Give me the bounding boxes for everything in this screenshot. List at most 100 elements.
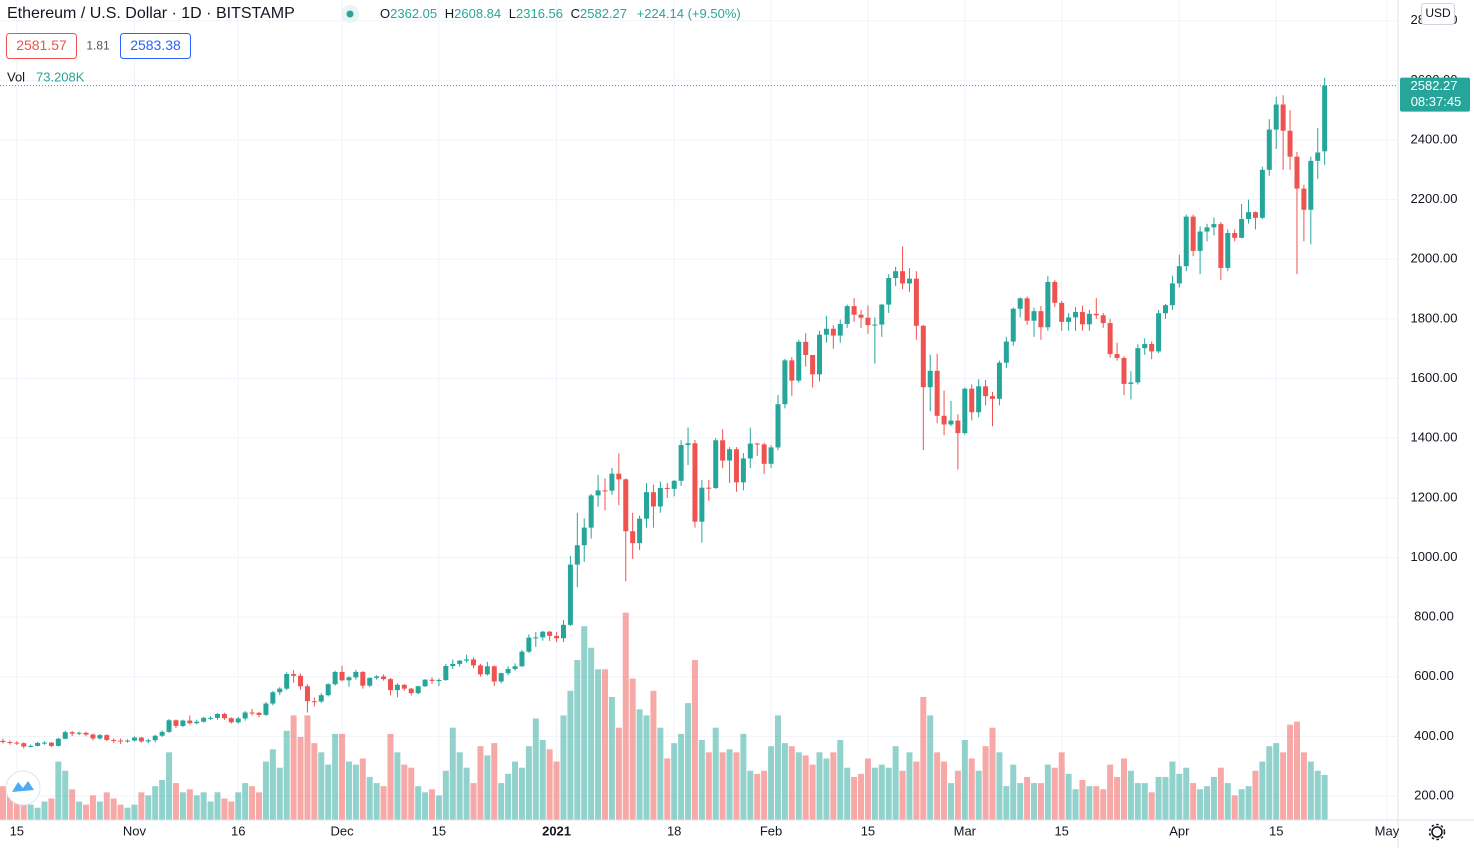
- candle-body: [118, 740, 124, 742]
- candle-body: [1183, 216, 1189, 267]
- bid-price: 2581.57: [16, 37, 67, 53]
- volume-bar: [885, 767, 892, 820]
- candle-body: [97, 735, 103, 739]
- volume-bar: [505, 773, 512, 820]
- candle-body: [14, 742, 20, 744]
- volume-bar: [27, 804, 34, 820]
- volume-bar: [89, 795, 96, 820]
- volume-bar: [899, 770, 906, 820]
- candle-body: [62, 732, 68, 739]
- candle-body: [256, 712, 262, 715]
- volume-bar: [1231, 795, 1238, 820]
- x-tick-label: 2021: [542, 823, 571, 838]
- volume-bar: [394, 752, 401, 820]
- candle-body: [249, 712, 255, 714]
- candle-body: [706, 487, 712, 489]
- candle-body: [76, 732, 82, 734]
- volume-bar: [954, 770, 961, 820]
- candle-body: [1176, 266, 1182, 284]
- settings-icon[interactable]: [1431, 826, 1443, 838]
- volume-bar: [62, 770, 69, 820]
- volume-bar: [788, 746, 795, 820]
- candle-body: [1024, 298, 1030, 321]
- candle-body: [21, 743, 27, 747]
- volume-bar: [172, 783, 179, 820]
- ohlc-legend: O2362.05 H2608.84 L2316.56 C2582.27 +224…: [380, 6, 741, 21]
- volume-bar: [636, 709, 643, 820]
- volume-bar: [1031, 783, 1038, 820]
- volume-bar: [712, 727, 719, 820]
- candle-body: [311, 701, 317, 703]
- y-tick-label: 200.00: [1414, 787, 1454, 802]
- candle-body: [595, 490, 601, 496]
- volume-bar: [650, 690, 657, 820]
- candle-body: [602, 490, 608, 492]
- candle-body: [996, 362, 1002, 399]
- volume-bar: [657, 727, 664, 820]
- volume-bar: [1245, 786, 1252, 820]
- currency-box[interactable]: [1421, 3, 1455, 25]
- symbol-title: Ethereum / U.S. Dollar · 1D · BITSTAMP: [7, 5, 295, 22]
- candle-body: [858, 314, 864, 318]
- volume-bar: [442, 770, 449, 820]
- x-tick-label: May: [1375, 823, 1400, 838]
- candle-body: [41, 742, 47, 744]
- x-tick-label: 15: [10, 823, 24, 838]
- candle-body: [775, 404, 781, 448]
- volume-bar: [41, 801, 48, 820]
- volume-bar: [705, 752, 712, 820]
- candle-body: [560, 624, 566, 639]
- volume-bar: [1190, 783, 1197, 820]
- candle-body: [443, 665, 449, 681]
- volume-bar: [1134, 783, 1141, 820]
- volume-bar: [1273, 743, 1280, 820]
- volume-bar: [304, 715, 311, 820]
- candle-body: [609, 473, 615, 491]
- volume-bar: [1058, 752, 1065, 820]
- candle-body: [491, 666, 497, 682]
- ask-box[interactable]: [120, 33, 191, 59]
- volume-bar: [179, 792, 186, 820]
- volume-bar: [920, 696, 927, 820]
- y-tick-label: 2200.00: [1411, 191, 1458, 206]
- volume-bar: [1017, 783, 1024, 820]
- volume-bar: [1287, 724, 1294, 820]
- volume-bar: [470, 783, 477, 820]
- volume-bar: [159, 780, 166, 820]
- volume-bar: [1051, 767, 1058, 820]
- volume-bar: [678, 733, 685, 820]
- candle-body: [83, 732, 89, 735]
- volume-bar: [518, 767, 525, 820]
- volume-bar: [242, 783, 249, 820]
- candle-body: [1266, 129, 1272, 170]
- logo-icon: [12, 781, 34, 792]
- countdown: 08:37:45: [1411, 94, 1462, 109]
- candle-body: [1045, 281, 1051, 328]
- candle-body: [900, 271, 906, 284]
- bid-box[interactable]: [6, 33, 77, 59]
- candle-body: [145, 740, 151, 742]
- volume-bar: [1044, 764, 1051, 820]
- volume-bar: [373, 783, 380, 820]
- candle-body: [1059, 302, 1065, 322]
- candle-body: [851, 306, 857, 315]
- y-tick-label: 1400.00: [1411, 430, 1458, 445]
- volume-bar: [498, 783, 505, 820]
- candle-body: [685, 443, 691, 446]
- candle-body: [886, 278, 892, 305]
- x-tick-label: 15: [432, 823, 446, 838]
- candle-body: [969, 388, 975, 413]
- volume-bar: [947, 783, 954, 820]
- volume-bar: [567, 690, 574, 820]
- volume-bar: [1065, 773, 1072, 820]
- candle-body: [1315, 152, 1321, 161]
- volume-bar: [401, 764, 408, 820]
- volume-bar: [1114, 776, 1121, 820]
- candle-body: [692, 443, 698, 522]
- y-tick-label: 1800.00: [1411, 310, 1458, 325]
- candle-body: [304, 686, 310, 702]
- volume-bar: [200, 792, 207, 820]
- y-tick-label: 2400.00: [1411, 131, 1458, 146]
- candle-body: [616, 473, 622, 480]
